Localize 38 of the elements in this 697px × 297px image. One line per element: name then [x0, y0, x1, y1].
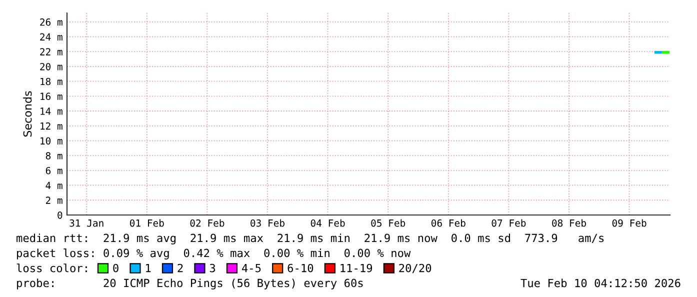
- legend-label: 11-19: [340, 264, 372, 272]
- y-axis-title: Seconds: [23, 91, 32, 137]
- y-tick-label: 8 m: [46, 152, 62, 160]
- y-tick-label: 24 m: [40, 33, 62, 40]
- text: probe: 20 ICMP Echo Pings (56 Bytes) every 60s: [17, 278, 363, 290]
- y-tick-label: 12 m: [40, 122, 62, 130]
- legend-label: 20/20: [399, 264, 432, 274]
- text: median rtt: 21.9 ms avg 21.9 ms max 21.9 ms min 21.9 ms now 0.0 ms sd 773.9 am/s: [16, 234, 604, 244]
- legend-label: 4-5: [242, 264, 261, 272]
- x-tick-label: 02 Feb: [190, 219, 224, 227]
- x-tick-label: 04 Feb: [310, 219, 345, 227]
- legend-label: 6-10: [288, 264, 314, 272]
- y-tick-label: 26 m: [40, 18, 62, 26]
- text: Tue Feb 10 04:12:50 2026: [520, 278, 680, 288]
- text: loss color:: [16, 264, 87, 272]
- x-tick-label: 07 Feb: [492, 219, 526, 227]
- legend-label: 2: [178, 264, 183, 272]
- x-tick-label: 05 Feb: [371, 219, 406, 227]
- y-tick-label: 0: [58, 212, 62, 219]
- y-tick-label: 18 m: [40, 78, 62, 86]
- x-tick-label: 31 Jan: [70, 219, 104, 227]
- legend-label: 1: [146, 264, 151, 272]
- legend-label: 3: [210, 264, 216, 272]
- y-tick-label: 4 m: [46, 182, 62, 190]
- y-tick-label: 20 m: [40, 62, 62, 70]
- y-tick-label: 10 m: [40, 137, 62, 145]
- x-tick-label: 03 Feb: [250, 219, 284, 227]
- x-tick-label: 08 Feb: [552, 219, 586, 227]
- y-tick-label: 14 m: [40, 108, 62, 115]
- y-tick-label: 22 m: [40, 48, 62, 56]
- x-tick-label: 06 Feb: [431, 219, 466, 227]
- y-tick-label: 6 m: [46, 166, 62, 174]
- y-tick-label: 16 m: [40, 92, 62, 100]
- x-tick-label: 09 Feb: [612, 219, 646, 227]
- text: packet loss: 0.09 % avg 0.42 % max 0.00 % min 0.00 % now: [17, 248, 411, 260]
- legend-label: 0: [113, 264, 118, 272]
- x-tick-label: 01 Feb: [130, 219, 164, 227]
- y-tick-label: 2 m: [46, 196, 62, 204]
